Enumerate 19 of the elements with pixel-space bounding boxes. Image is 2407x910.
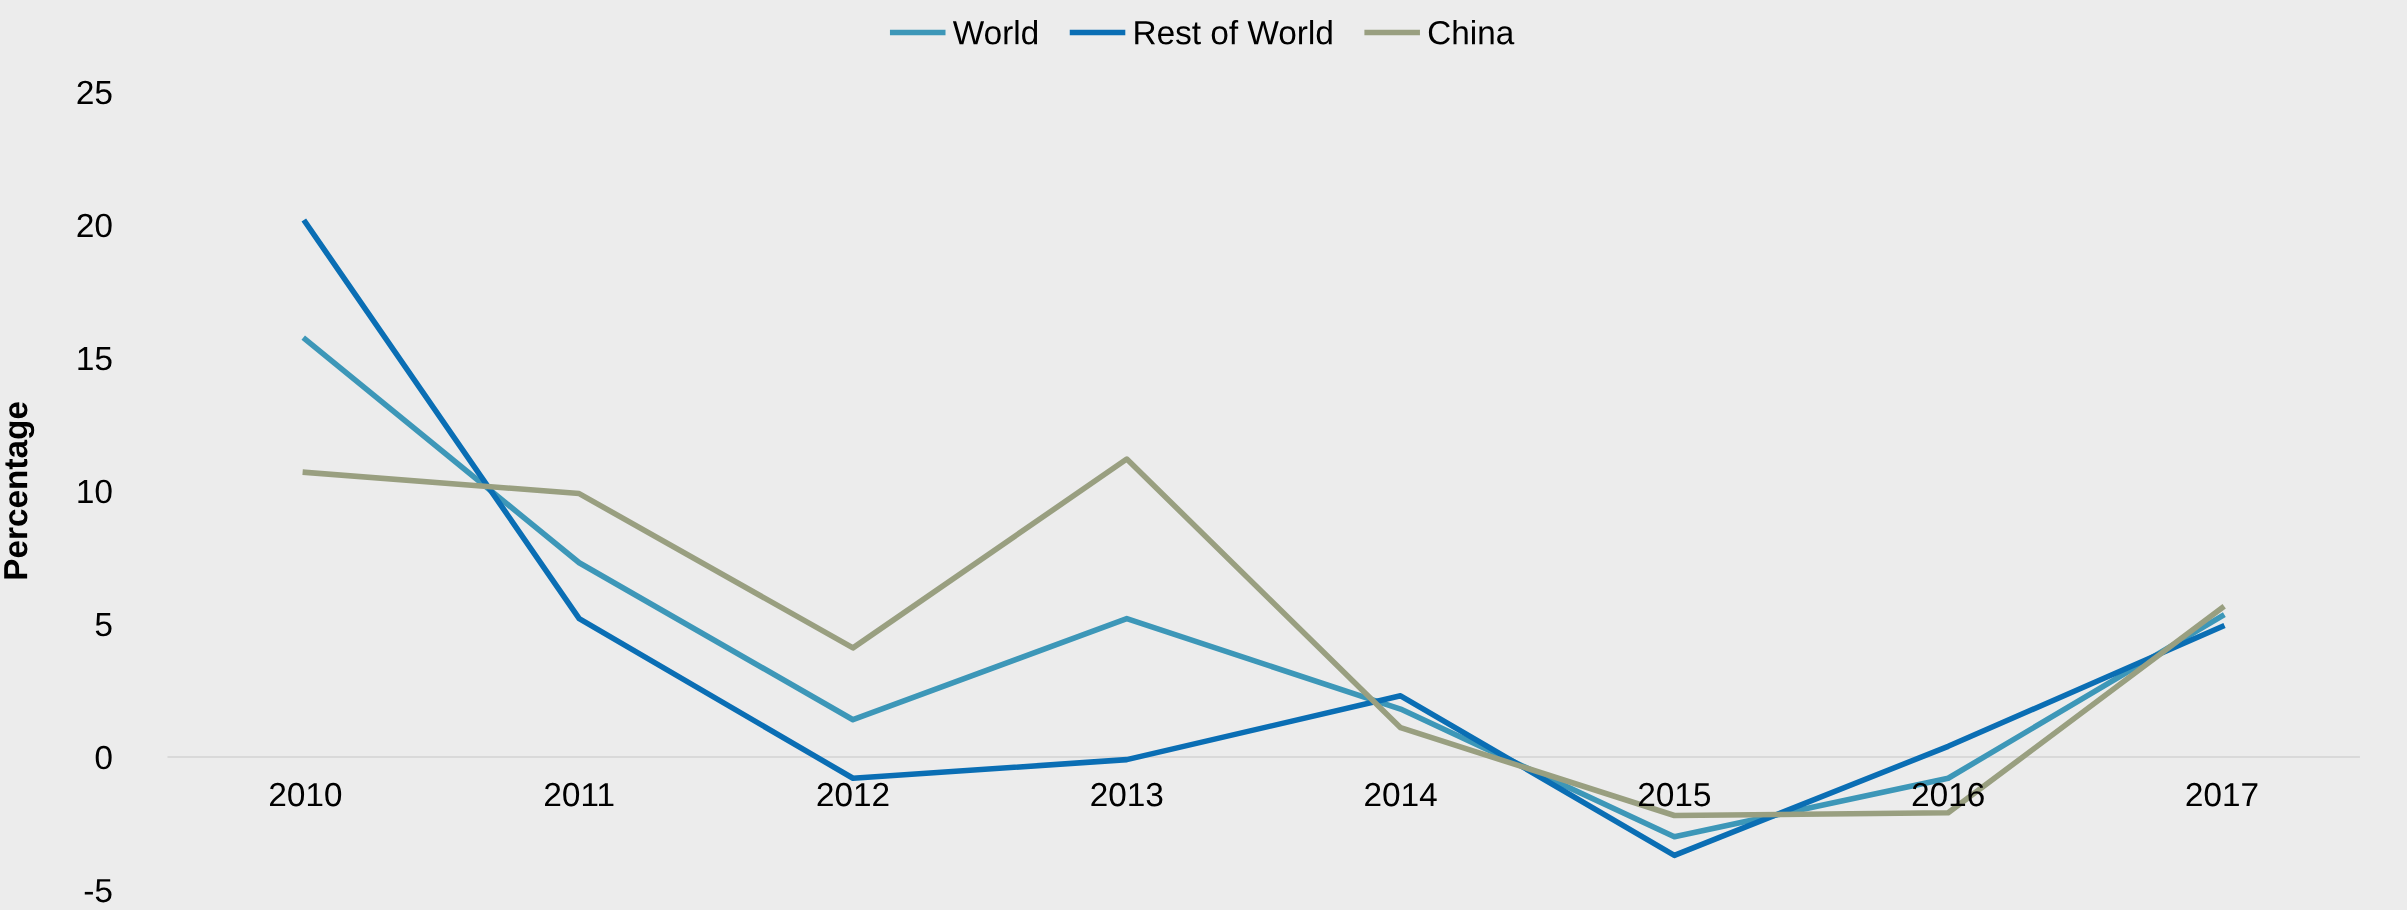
x-tick-label: 2010 — [269, 782, 342, 807]
x-tick-label: 2013 — [1091, 782, 1163, 807]
y-tick-label: 0 — [95, 745, 112, 770]
y-tick-label: 25 — [77, 80, 112, 105]
x-tick-label: 2016 — [1912, 782, 1984, 807]
legend-label: World — [952, 20, 1038, 45]
legend-label: China — [1428, 20, 1515, 45]
x-tick-label: 2012 — [817, 782, 889, 807]
x-tick-label: 2015 — [1638, 782, 1711, 807]
legend-label: Rest of World — [1135, 20, 1332, 45]
y-axis-title: Percentage — [4, 402, 35, 579]
y-tick-label: 15 — [78, 347, 112, 371]
y-tick-label: 20 — [77, 213, 112, 238]
x-tick-label: 2014 — [1365, 782, 1437, 807]
y-tick-label: -5 — [84, 879, 112, 903]
y-tick-label: 10 — [78, 479, 112, 504]
x-tick-label: 2017 — [2186, 782, 2258, 807]
y-tick-label: 5 — [95, 613, 112, 637]
x-tick-label: 2011 — [545, 782, 614, 807]
